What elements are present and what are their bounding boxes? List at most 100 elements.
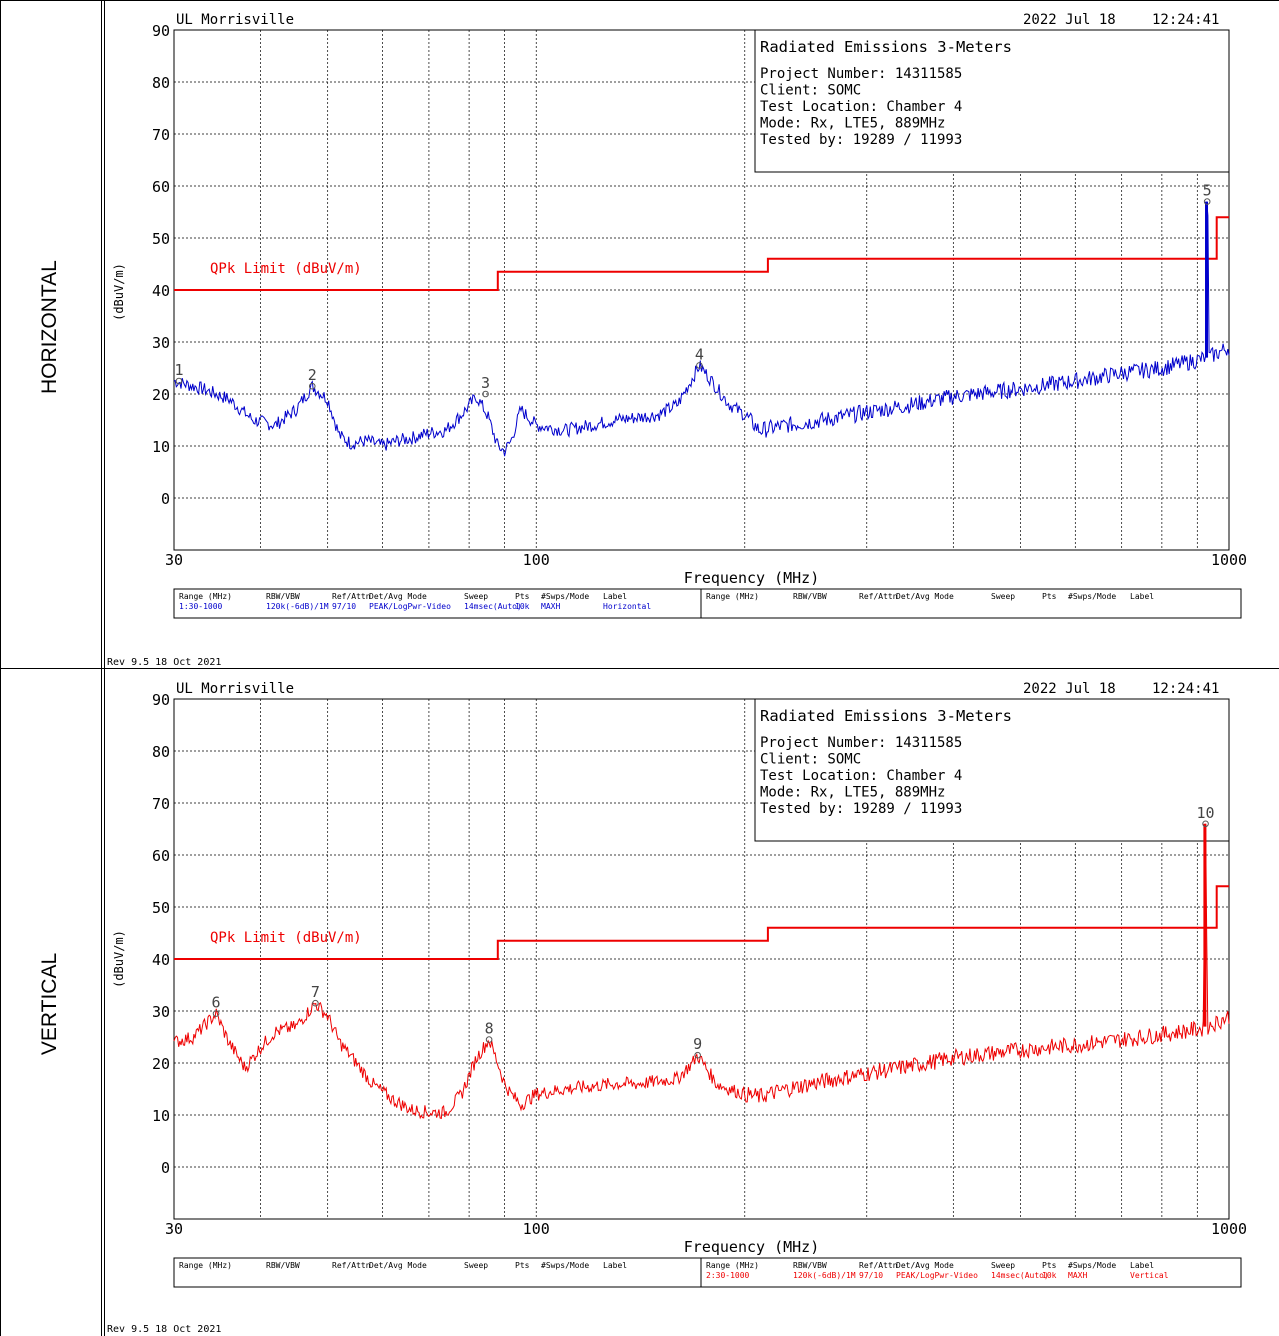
table-header: Pts [1042,592,1057,601]
table-row-left: PEAK/LogPwr-Video [369,602,451,611]
table-header: Label [603,1261,627,1270]
table-row-right: PEAK/LogPwr-Video [896,1271,978,1280]
settings-table [173,1257,1242,1288]
side-label-vertical: VERTICAL [38,952,61,1056]
limit-line [174,885,1229,960]
table-row-left: 10k [515,602,530,611]
marker-point [485,1036,493,1043]
row-divider [0,668,1279,669]
marker-label: 3 [481,374,490,392]
test-time: 12:24:41 [1152,12,1219,28]
y-tick-label: 30 [152,1003,170,1021]
trace-line [173,823,1230,1120]
table-header: Det/Avg Mode [896,592,954,601]
table-header: RBW/VBW [793,1261,827,1270]
x-tick-label: 1000 [1211,1220,1247,1238]
y-tick-label: 80 [152,74,170,92]
side-label-horizontal: HORIZONTAL [38,260,61,394]
table-row-left: 14msec(Auto) [464,602,522,611]
y-tick-label: 80 [152,743,170,761]
revision-text: Rev 9.5 18 Oct 2021 [107,1324,221,1335]
table-header: #Swps/Mode [1068,592,1116,601]
table-header: Range (MHz) [179,592,232,601]
info-line: Mode: Rx, LTE5, 889MHz [760,116,945,132]
x-axis-label: Frequency (MHz) [684,1238,819,1256]
settings-table [173,588,1242,619]
y-tick-label: 90 [152,691,170,709]
revision-text: Rev 9.5 18 Oct 2021 [107,657,221,668]
y-tick-label: 0 [161,490,170,508]
table-header: RBW/VBW [266,1261,300,1270]
limit-line [174,216,1229,291]
table-header: Det/Avg Mode [369,592,427,601]
table-row-right: 10k [1042,1271,1057,1280]
table-header: Label [603,592,627,601]
table-row-left: 120k(-6dB)/1M [266,602,329,611]
table-header: Det/Avg Mode [369,1261,427,1270]
table-row-left: 97/10 [332,602,356,611]
y-tick-label: 20 [152,386,170,404]
info-line: Client: SOMC [760,752,861,768]
x-tick-label: 30 [165,551,183,569]
table-header: Range (MHz) [706,1261,759,1270]
table-header: RBW/VBW [266,592,300,601]
marker-label: 6 [212,994,221,1012]
table-header: #Swps/Mode [541,1261,589,1270]
info-line: Project Number: 14311585 [760,735,962,751]
table-header: #Swps/Mode [541,592,589,601]
marker-point [694,1051,701,1059]
info-title: Radiated Emissions 3-Meters [760,38,1012,56]
y-axis-label: (dBuV/m) [112,263,126,321]
marker-label: 4 [695,345,704,363]
y-tick-label: 40 [152,282,170,300]
y-tick-label: 60 [152,847,170,865]
marker-label: 1 [174,361,183,379]
test-date: 2022 Jul 18 [1023,12,1116,28]
table-row-right: 97/10 [859,1271,883,1280]
y-tick-label: 90 [152,22,170,40]
table-header: Range (MHz) [179,1261,232,1270]
y-tick-label: 70 [152,126,170,144]
marker-point [212,1010,220,1017]
table-row-right: 2:30-1000 [706,1271,750,1280]
marker-label: 10 [1197,804,1215,822]
panel-horizontal: 90 80 70 60 50 40 30 20 10 0 30 100 1000 Frequency (M… [105,0,1279,668]
marker-point [175,377,183,385]
table-header: #Swps/Mode [1068,1261,1116,1270]
site-name: UL Morrisville [176,12,294,28]
table-header: Range (MHz) [706,592,759,601]
table-row-left: 1:30-1000 [179,602,223,611]
y-tick-label: 10 [152,438,170,456]
y-tick-label: 50 [152,230,170,248]
info-line: Mode: Rx, LTE5, 889MHz [760,785,945,801]
marker-point [312,999,319,1007]
marker-label: 5 [1203,182,1212,200]
marker-label: 2 [308,366,317,384]
marker-label: 9 [693,1035,702,1053]
site-name: UL Morrisville [176,681,294,697]
table-row-right: Vertical [1130,1271,1169,1280]
table-header: RBW/VBW [793,592,827,601]
table-header: Ref/Attn [859,592,898,601]
info-line: Project Number: 14311585 [760,66,962,82]
y-tick-label: 50 [152,899,170,917]
table-header: Pts [1042,1261,1057,1270]
x-tick-label: 30 [165,1220,183,1238]
info-line: Test Location: Chamber 4 [760,768,962,784]
info-title: Radiated Emissions 3-Meters [760,707,1012,725]
table-header: Sweep [991,592,1015,601]
x-tick-label: 100 [523,551,550,569]
info-box [754,698,1230,842]
top-border [0,0,1279,1]
marker-label: 8 [485,1020,494,1038]
table-header: Ref/Attn [859,1261,898,1270]
table-header: Ref/Attn [332,1261,371,1270]
info-box [754,29,1230,173]
y-tick-label: 30 [152,334,170,352]
info-line: Tested by: 19289 / 11993 [760,801,962,817]
table-header: Label [1130,592,1154,601]
info-line: Tested by: 19289 / 11993 [760,132,962,148]
table-header: Sweep [991,1261,1015,1270]
table-header: Label [1130,1261,1154,1270]
